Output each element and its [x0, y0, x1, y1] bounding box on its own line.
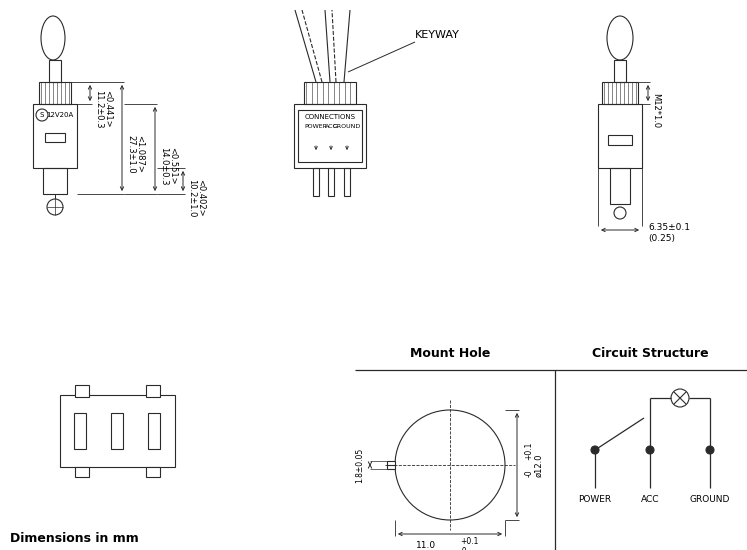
- Text: <1.087>: <1.087>: [135, 135, 144, 173]
- Circle shape: [36, 109, 48, 121]
- Bar: [602, 82, 638, 104]
- Text: 14.0±0.3: 14.0±0.3: [160, 147, 169, 185]
- Bar: [43, 168, 67, 194]
- Circle shape: [614, 207, 626, 219]
- Text: +0.1: +0.1: [524, 442, 533, 460]
- Text: 27.3±1.0: 27.3±1.0: [126, 135, 135, 174]
- Text: Circuit Structure: Circuit Structure: [592, 347, 708, 360]
- Bar: [344, 168, 350, 196]
- Circle shape: [591, 446, 599, 454]
- Bar: [148, 413, 160, 449]
- Text: ACC: ACC: [641, 496, 660, 504]
- Text: 1.8±0.05: 1.8±0.05: [356, 447, 365, 483]
- Text: KEYWAY: KEYWAY: [415, 30, 460, 40]
- Bar: [614, 60, 626, 82]
- Text: POWER: POWER: [305, 124, 327, 129]
- Text: +0.1: +0.1: [460, 537, 478, 547]
- Bar: [608, 135, 632, 145]
- Text: 10.2±1.0: 10.2±1.0: [187, 179, 196, 217]
- Bar: [33, 104, 77, 168]
- Ellipse shape: [607, 16, 633, 60]
- Text: 11.0: 11.0: [416, 542, 436, 550]
- Text: GROUND: GROUND: [689, 496, 730, 504]
- Circle shape: [671, 389, 689, 407]
- Text: GROUND: GROUND: [333, 124, 361, 129]
- Text: 12V20A: 12V20A: [46, 112, 74, 118]
- Text: <0.402>: <0.402>: [196, 179, 205, 217]
- Bar: [146, 385, 160, 397]
- Circle shape: [646, 446, 654, 454]
- Text: <0.441>: <0.441>: [104, 90, 113, 128]
- Text: 6.35±0.1: 6.35±0.1: [648, 223, 690, 233]
- Bar: [60, 395, 175, 467]
- Bar: [146, 467, 160, 477]
- Bar: [49, 60, 61, 82]
- Text: POWER: POWER: [578, 496, 612, 504]
- Text: Dimensions in mm: Dimensions in mm: [10, 531, 139, 544]
- Circle shape: [706, 446, 714, 454]
- Bar: [74, 413, 86, 449]
- Bar: [304, 82, 356, 104]
- Text: S: S: [40, 112, 44, 118]
- Text: (0.25): (0.25): [648, 234, 675, 243]
- Text: -0: -0: [460, 547, 468, 550]
- Text: 11.2±0.3: 11.2±0.3: [95, 90, 104, 129]
- Circle shape: [395, 410, 505, 520]
- Bar: [75, 385, 89, 397]
- Bar: [598, 104, 642, 168]
- Bar: [610, 168, 630, 204]
- Bar: [111, 413, 123, 449]
- Circle shape: [47, 199, 63, 215]
- Bar: [75, 467, 89, 477]
- Bar: [294, 104, 366, 168]
- Ellipse shape: [41, 16, 65, 60]
- Text: -0: -0: [524, 469, 533, 477]
- Bar: [298, 110, 362, 162]
- Bar: [39, 82, 71, 104]
- Bar: [328, 168, 334, 196]
- Text: Mount Hole: Mount Hole: [410, 347, 490, 360]
- Text: <0.551>: <0.551>: [169, 147, 178, 185]
- Text: M12*1.0: M12*1.0: [651, 93, 660, 128]
- Text: ø12.0: ø12.0: [535, 453, 544, 477]
- Text: CONNECTIONS: CONNECTIONS: [305, 114, 356, 120]
- Bar: [313, 168, 319, 196]
- Text: ACC: ACC: [324, 124, 338, 129]
- Bar: [45, 133, 65, 142]
- Bar: [387, 461, 395, 469]
